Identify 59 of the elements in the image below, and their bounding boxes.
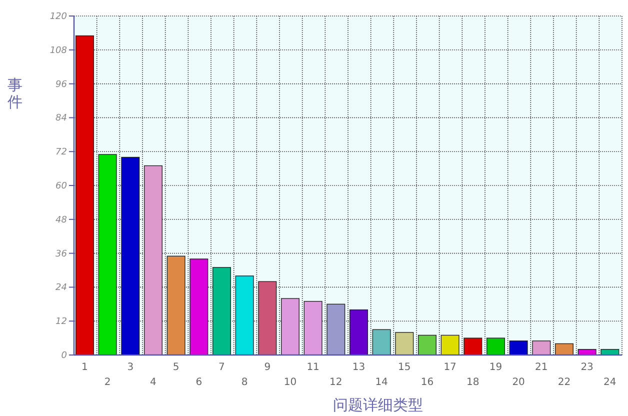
bar	[554, 343, 574, 356]
x-tick-label: 6	[196, 377, 202, 388]
bar	[326, 304, 346, 356]
x-tick-label: 2	[104, 377, 111, 388]
x-tick-label: 12	[330, 377, 342, 388]
bar	[190, 258, 208, 356]
bar	[349, 309, 368, 356]
bar	[418, 334, 436, 356]
y-tick-label: 120	[50, 12, 68, 22]
x-tick-label: 24	[604, 377, 616, 388]
bar	[121, 156, 140, 356]
x-tick-label: 13	[352, 362, 366, 373]
x-tick-label: 19	[489, 362, 502, 373]
x-tick-label: 20	[512, 377, 525, 388]
x-tick-label: 21	[535, 362, 548, 373]
y-axis-title: 事件	[8, 77, 22, 111]
x-tick-label: 3	[127, 362, 134, 373]
x-axis-title: 问题详细类型	[333, 397, 423, 414]
bar	[98, 154, 117, 356]
bar	[166, 256, 186, 356]
bar	[144, 165, 162, 356]
bar	[440, 334, 460, 356]
y-tick-label: 108	[50, 46, 68, 56]
x-tick-label: 7	[218, 362, 225, 373]
x-tick-label: 23	[580, 362, 594, 373]
bar	[280, 298, 300, 356]
y-tick-label: 72	[56, 148, 68, 158]
x-tick-label: 9	[264, 362, 271, 373]
x-tick-label: 11	[306, 362, 320, 373]
x-tick-label: 4	[150, 377, 156, 388]
y-tick-label: 60	[56, 182, 68, 192]
bar	[532, 340, 551, 356]
bar	[258, 281, 277, 356]
x-tick-label: 16	[420, 377, 434, 388]
bar	[372, 329, 391, 356]
bar	[464, 338, 482, 356]
x-tick-label: 17	[444, 362, 456, 373]
x-tick-label: 1	[82, 362, 88, 373]
x-tick-label: 5	[172, 362, 180, 373]
x-tick-label: 10	[284, 377, 297, 388]
bar	[486, 338, 505, 356]
bar	[304, 300, 322, 356]
y-tick-label: 96	[56, 80, 68, 90]
x-tick-label: 18	[466, 377, 480, 388]
y-tick-label: 84	[56, 114, 68, 124]
x-tick-label: 8	[241, 377, 248, 388]
x-tick-label: 15	[398, 362, 411, 373]
bar	[395, 332, 414, 356]
bar	[509, 340, 528, 356]
y-tick-label: 0	[61, 351, 68, 361]
x-tick-label: 14	[375, 377, 388, 388]
bar	[212, 267, 231, 356]
y-tick-label: 36	[56, 249, 68, 260]
y-tick-label: 48	[56, 215, 68, 226]
y-tick-label: 12	[56, 317, 68, 328]
y-tick-label: 24	[56, 283, 68, 294]
x-tick-label: 22	[558, 377, 571, 388]
bar	[235, 276, 254, 356]
bar	[75, 35, 94, 356]
